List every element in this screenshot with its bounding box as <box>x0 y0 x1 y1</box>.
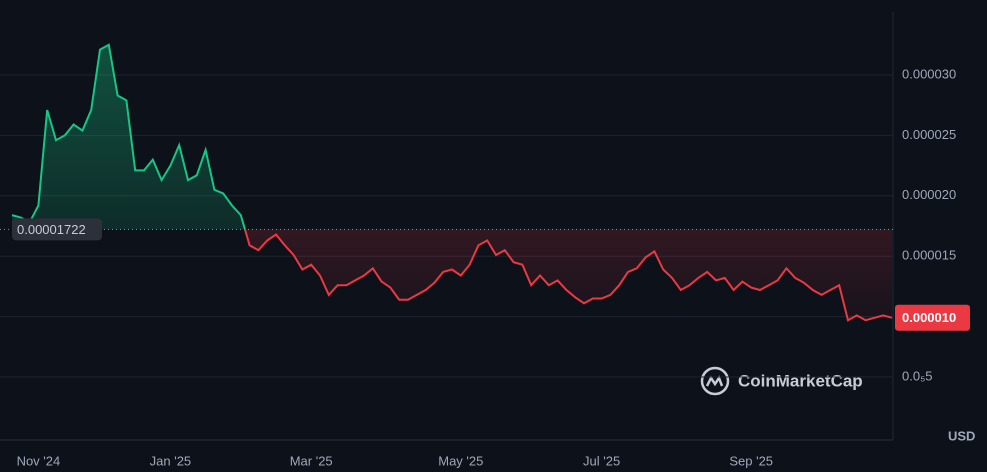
y-tick-label: 0.000015 <box>902 248 956 263</box>
currency-label: USD <box>948 428 975 443</box>
y-tick-label: 0.000020 <box>902 187 956 202</box>
area-up <box>12 44 892 230</box>
x-tick-label: Jan '25 <box>150 453 192 468</box>
line-down <box>243 229 893 322</box>
watermark: CoinMarketCap <box>700 366 863 396</box>
watermark-text: CoinMarketCap <box>738 371 863 390</box>
logo <box>700 366 730 396</box>
logo <box>705 375 724 387</box>
y-tick-label: 0.0₅5 <box>902 368 933 383</box>
y-tick-label: 0.000025 <box>902 127 956 142</box>
area-down <box>244 229 892 321</box>
x-tick-label: Sep '25 <box>729 453 773 468</box>
x-tick-label: May '25 <box>438 453 483 468</box>
x-tick-label: Jul '25 <box>583 453 620 468</box>
price-label: 0.000010 <box>902 310 956 325</box>
x-tick-label: Nov '24 <box>17 453 61 468</box>
price-box <box>895 304 970 331</box>
x-tick-label: Mar '25 <box>290 453 333 468</box>
line-up <box>11 43 247 230</box>
y-tick-label: 0.000030 <box>902 66 956 81</box>
baseline-box <box>12 218 102 241</box>
baseline-label: 0.00001722 <box>17 222 86 237</box>
